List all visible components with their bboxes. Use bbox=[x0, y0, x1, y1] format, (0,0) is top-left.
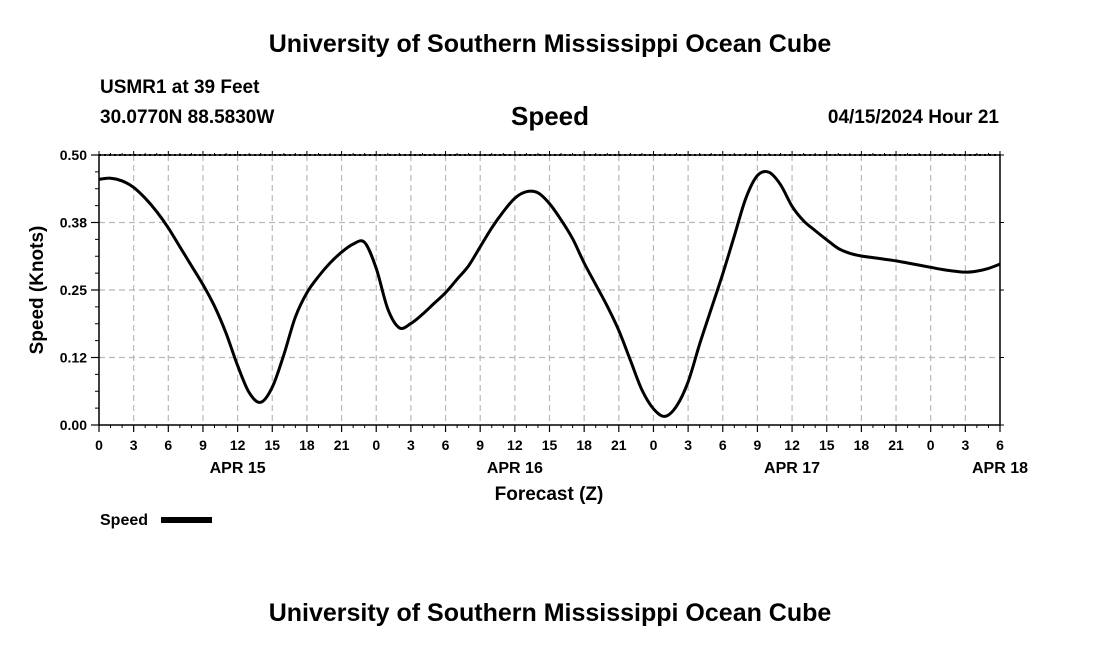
coordinates-label: 30.0770N 88.5830W bbox=[100, 107, 275, 128]
y-tick-label: 0.50 bbox=[60, 147, 87, 163]
x-tick-label: 9 bbox=[199, 437, 207, 453]
y-tick-label: 0.12 bbox=[60, 350, 87, 366]
metric-title: Speed bbox=[510, 101, 590, 131]
x-tick-label: 15 bbox=[542, 437, 558, 453]
x-tick-label: 12 bbox=[784, 437, 800, 453]
chart-title-top: University of Southern Mississippi Ocean… bbox=[268, 30, 832, 58]
x-tick-label: 6 bbox=[442, 437, 450, 453]
legend-swatch bbox=[161, 517, 212, 523]
grid-lines bbox=[99, 154, 1000, 425]
legend-label: Speed bbox=[100, 512, 148, 529]
x-tick-label: 12 bbox=[230, 437, 246, 453]
day-label: APR 16 bbox=[487, 460, 543, 477]
axis-labels: 0 3 6 9 12 15 18 21 0 3 6 9 12 15 18 21 0 3 6 9 12 15 18 21 0 3 6 A… bbox=[60, 147, 1028, 477]
y-tick-label: 0.00 bbox=[60, 417, 87, 433]
x-tick-label: 9 bbox=[476, 437, 484, 453]
x-tick-label: 6 bbox=[719, 437, 727, 453]
x-tick-label: 12 bbox=[507, 437, 523, 453]
x-tick-label: 21 bbox=[334, 437, 350, 453]
x-tick-label: 18 bbox=[299, 437, 315, 453]
day-label: APR 15 bbox=[210, 460, 266, 477]
x-tick-label: 15 bbox=[264, 437, 280, 453]
x-tick-label: 3 bbox=[684, 437, 692, 453]
x-tick-label: 21 bbox=[888, 437, 904, 453]
x-tick-label: 6 bbox=[164, 437, 172, 453]
x-tick-label: 18 bbox=[854, 437, 870, 453]
x-axis-title: Forecast (Z) bbox=[495, 484, 604, 505]
x-tick-label: 3 bbox=[961, 437, 969, 453]
station-label: USMR1 at 39 Feet bbox=[100, 77, 260, 98]
y-tick-label: 0.25 bbox=[60, 282, 87, 298]
forecast-datetime: 04/15/2024 Hour 21 bbox=[827, 107, 999, 128]
speed-series-line bbox=[98, 169, 1001, 418]
y-axis-title: Speed (Knots) bbox=[27, 226, 48, 355]
x-tick-label: 6 bbox=[996, 437, 1004, 453]
x-tick-label: 3 bbox=[407, 437, 415, 453]
x-tick-label: 3 bbox=[130, 437, 138, 453]
day-label: APR 17 bbox=[764, 460, 820, 477]
x-tick-label: 0 bbox=[372, 437, 380, 453]
axis-ticks bbox=[91, 151, 1004, 432]
x-tick-label: 21 bbox=[611, 437, 627, 453]
x-tick-label: 9 bbox=[754, 437, 762, 453]
chart-title-bottom: University of Southern Mississippi Ocean… bbox=[268, 599, 832, 627]
x-tick-label: 0 bbox=[650, 437, 658, 453]
x-tick-label: 15 bbox=[819, 437, 835, 453]
plot-frame bbox=[98, 154, 1001, 426]
y-tick-label: 0.38 bbox=[60, 215, 87, 231]
day-label: APR 18 bbox=[972, 460, 1028, 477]
x-tick-label: 0 bbox=[927, 437, 935, 453]
x-tick-label: 18 bbox=[576, 437, 592, 453]
x-tick-label: 0 bbox=[95, 437, 103, 453]
